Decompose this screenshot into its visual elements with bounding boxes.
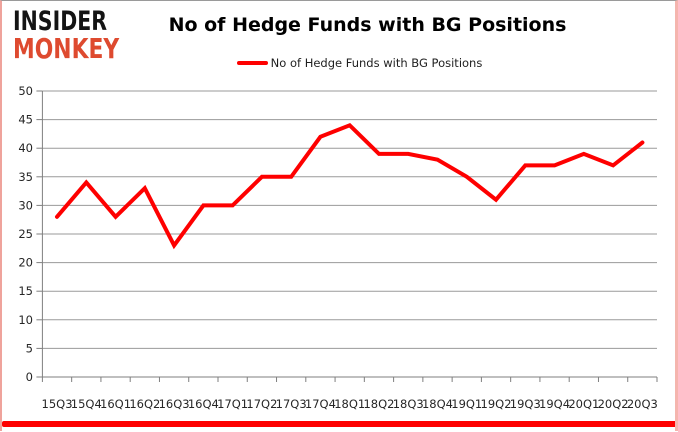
x-tick-label: 18Q3 (393, 397, 424, 411)
x-tick-label: 18Q1 (334, 397, 365, 411)
x-tick-label: 16Q1 (100, 397, 131, 411)
chart-title: No of Hedge Funds with BG Positions (168, 14, 567, 36)
x-tick-label: 19Q3 (510, 397, 541, 411)
y-tick-label: 20 (18, 256, 33, 270)
x-tick-label: 19Q2 (481, 397, 512, 411)
y-tick-label: 10 (18, 313, 33, 327)
y-tick-label: 35 (18, 170, 33, 184)
x-tick-label: 20Q1 (568, 397, 599, 411)
x-tick-label: 16Q4 (188, 397, 219, 411)
x-tick-label: 18Q4 (422, 397, 453, 411)
y-tick-label: 5 (26, 341, 33, 355)
y-tick-label: 25 (18, 227, 33, 241)
data-series-line (55, 122, 645, 250)
y-tick-label: 40 (18, 141, 33, 155)
logo-text-insider: INSIDER (13, 6, 108, 37)
x-tick-label: 17Q4 (305, 397, 336, 411)
x-tick-label: 18Q2 (363, 397, 394, 411)
x-tick-label: 15Q4 (71, 397, 102, 411)
bottom-red-bar (2, 421, 675, 427)
x-tick-label: 16Q3 (159, 397, 190, 411)
logo-text-monkey: MONKEY (13, 31, 120, 65)
x-tick-label: 17Q1 (217, 397, 248, 411)
x-tick-label: 20Q3 (627, 397, 658, 411)
x-tick-label: 19Q1 (451, 397, 482, 411)
x-tick-label: 17Q3 (276, 397, 307, 411)
x-tick-label: 20Q2 (598, 397, 629, 411)
legend-label: No of Hedge Funds with BG Positions (270, 56, 483, 70)
x-tick-label: 15Q3 (42, 397, 73, 411)
y-tick-label: 15 (18, 284, 33, 298)
y-tick-label: 45 (18, 113, 33, 127)
y-tick-label: 0 (26, 370, 33, 384)
x-tick-label: 17Q2 (246, 397, 277, 411)
x-tick-label: 19Q4 (539, 397, 570, 411)
x-tick-label: 16Q2 (129, 397, 160, 411)
insider-monkey-logo: INSIDER MONKEY (13, 6, 149, 65)
legend-line-swatch (236, 61, 268, 65)
legend: No of Hedge Funds with BG Positions (2, 56, 675, 70)
y-tick-label: 50 (18, 84, 33, 98)
y-tick-label: 30 (18, 198, 33, 212)
